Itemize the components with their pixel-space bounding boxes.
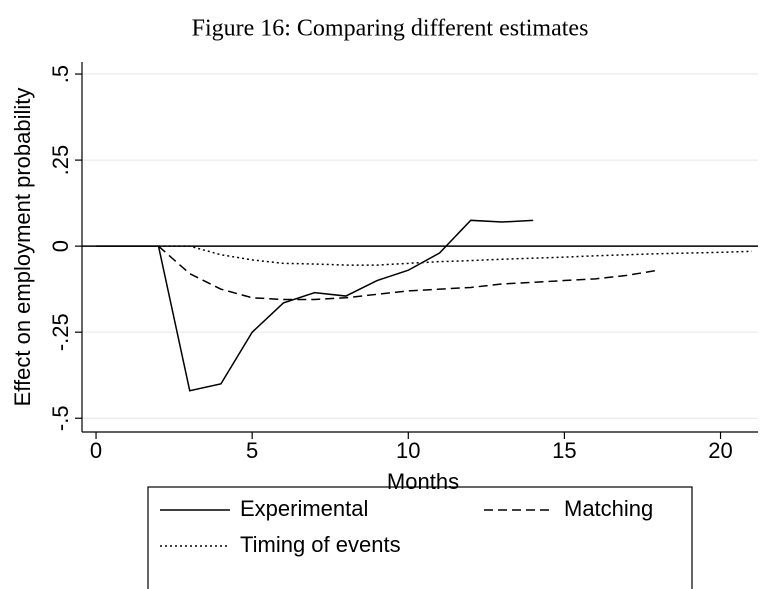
series-line xyxy=(96,219,534,392)
y-tick-label: -.25 xyxy=(48,313,73,351)
legend-label: Timing of events xyxy=(240,532,401,557)
y-axis-label: Effect on employment probability xyxy=(10,88,35,407)
x-tick-label: 15 xyxy=(552,438,576,463)
legend-label: Experimental xyxy=(240,496,368,521)
legend-box xyxy=(147,486,693,589)
chart-title: Figure 16: Comparing different estimates xyxy=(192,16,589,42)
y-tick-label: .25 xyxy=(48,145,73,176)
legend-label: Matching xyxy=(564,496,653,521)
x-tick-label: 20 xyxy=(708,438,732,463)
x-tick-label: 10 xyxy=(396,438,420,463)
y-tick-label: .5 xyxy=(48,65,73,83)
y-tick-label: -.5 xyxy=(48,405,73,431)
series-line xyxy=(158,245,752,266)
x-tick-label: 5 xyxy=(246,438,258,463)
x-tick-label: 0 xyxy=(90,438,102,463)
x-axis-label: Months xyxy=(387,469,459,494)
series-line xyxy=(158,245,659,301)
y-tick-label: 0 xyxy=(48,240,73,252)
